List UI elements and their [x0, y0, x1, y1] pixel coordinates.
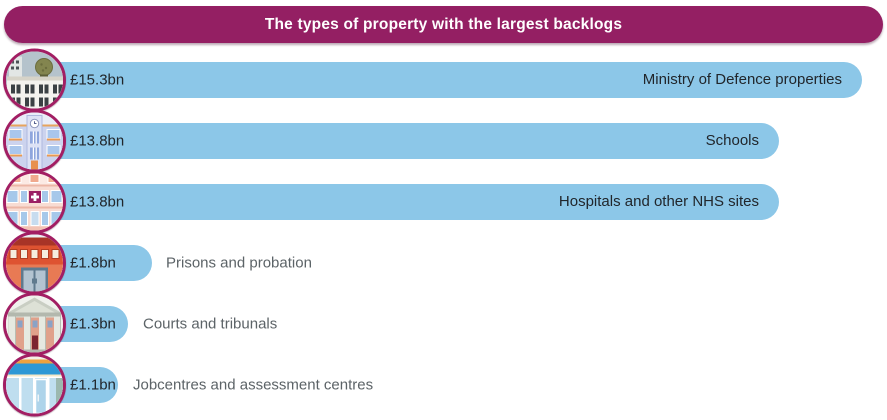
value-label: £1.3bn [70, 315, 116, 332]
category-label: Jobcentres and assessment centres [133, 376, 374, 393]
prison-icon [6, 234, 63, 291]
category-label: Courts and tribunals [143, 315, 278, 332]
jobcentre-icon [6, 356, 63, 413]
school-icon [6, 112, 63, 169]
chart-title: The types of property with the largest b… [264, 15, 623, 33]
row-icon-circle [3, 231, 66, 294]
chart-row-schools: Schools £13.8bn [0, 109, 887, 172]
category-label: Hospitals and other NHS sites [558, 193, 759, 210]
chart-row-jobcentres: £1.1bn Jobcentres and assessment centres [0, 353, 887, 416]
chart-row-prisons: £1.8bn Prisons and probation [0, 231, 887, 294]
bar-hospitals: Hospitals and other NHS sites [32, 183, 779, 220]
hospital-icon [6, 173, 63, 230]
value-label: £13.8bn [70, 193, 125, 210]
row-icon-circle [3, 353, 66, 416]
value-label: £1.8bn [70, 254, 116, 271]
chart-row-courts: £1.3bn Courts and tribunals [0, 292, 887, 355]
chart-row-hospitals: Hospitals and other NHS sites £13.8bn [0, 170, 887, 233]
row-icon-circle [3, 109, 66, 172]
chart-row-ministry-of-defence: Ministry of Defence properties £15.3bn [0, 48, 887, 111]
category-label: Ministry of Defence properties [642, 71, 842, 88]
value-label: £15.3bn [70, 71, 125, 88]
row-icon-circle [3, 48, 66, 111]
courts-icon [6, 295, 63, 352]
value-label: £13.8bn [70, 132, 125, 149]
value-label: £1.1bn [70, 376, 116, 393]
chart-rows: Ministry of Defence properties £15.3bn [0, 48, 887, 416]
ministry-of-defence-icon [6, 51, 63, 108]
category-label: Prisons and probation [166, 254, 312, 271]
chart-title-banner: The types of property with the largest b… [4, 6, 883, 43]
category-label: Schools [705, 132, 759, 149]
bar-schools: Schools [32, 122, 779, 159]
bar-ministry-of-defence: Ministry of Defence properties [32, 61, 862, 98]
row-icon-circle [3, 170, 66, 233]
row-icon-circle [3, 292, 66, 355]
